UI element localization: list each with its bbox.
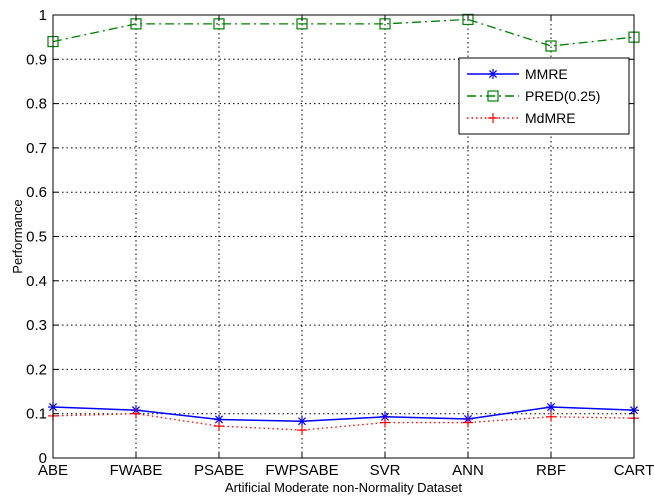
x-tick-label: FWPSABE	[265, 462, 338, 479]
series-pred-0-25-point	[545, 40, 557, 52]
grid	[53, 15, 634, 458]
series-mmre-point	[546, 402, 556, 413]
legend-marker	[488, 113, 498, 123]
x-tick-label: PSABE	[194, 462, 244, 479]
legend-item: PRED(0.25)	[467, 88, 600, 104]
legend-marker	[487, 90, 499, 102]
series-mdmre-point	[380, 417, 390, 428]
y-tick-label: 0.8	[26, 96, 47, 113]
y-tick-label: 0.1	[26, 406, 47, 423]
series-mmre-line	[52, 406, 635, 422]
x-tick-label: FWABE	[110, 462, 163, 479]
y-tick-label: 0.4	[26, 273, 47, 290]
x-tick-label: ANN	[452, 462, 484, 479]
x-tick-label: CART	[614, 462, 654, 479]
x-axis-title: Artificial Moderate non-Normality Datase…	[225, 480, 462, 495]
series-pred-0-25-line	[52, 18, 635, 47]
y-tick-label: 1	[39, 7, 47, 24]
series-mdmre-point	[214, 421, 224, 432]
legend-item: MMRE	[467, 66, 568, 82]
y-tick-label: 0.2	[26, 361, 47, 378]
x-tick-label: SVR	[370, 462, 401, 479]
series-mdmre-point	[131, 408, 141, 419]
legend-label: PRED(0.25)	[525, 88, 600, 104]
y-tick-label: 0.9	[26, 51, 47, 68]
y-tick-label: 0.6	[26, 184, 47, 201]
legend: MMRE PRED(0.25) MdMRE	[458, 57, 630, 135]
y-tick-label: 0.7	[26, 140, 47, 157]
series-mdmre-point	[463, 417, 473, 428]
y-tick-label: 0	[39, 450, 47, 467]
x-tick-label: RBF	[536, 462, 566, 479]
legend-marker	[488, 69, 498, 79]
series-mmre-point	[380, 411, 390, 422]
legend-label: MMRE	[525, 66, 568, 82]
series-mdmre-point	[546, 411, 556, 422]
axis-ticks: 0 0.1 0.2 0.3 0.4 0.5 0.6 0.7 0.8 0.9 1 ABE FWABE PSA…	[26, 7, 654, 479]
y-tick-label: 0.5	[26, 229, 47, 246]
legend-label: MdMRE	[525, 110, 576, 126]
series-mdmre-point	[297, 425, 307, 436]
y-axis-title: Performance	[10, 199, 25, 273]
series-pred-0-25-point	[462, 13, 474, 26]
y-tick-label: 0.3	[26, 317, 47, 334]
x-tick-label: ABE	[38, 462, 68, 479]
series-mmre-point	[297, 416, 307, 427]
legend-item: MdMRE	[467, 110, 576, 126]
